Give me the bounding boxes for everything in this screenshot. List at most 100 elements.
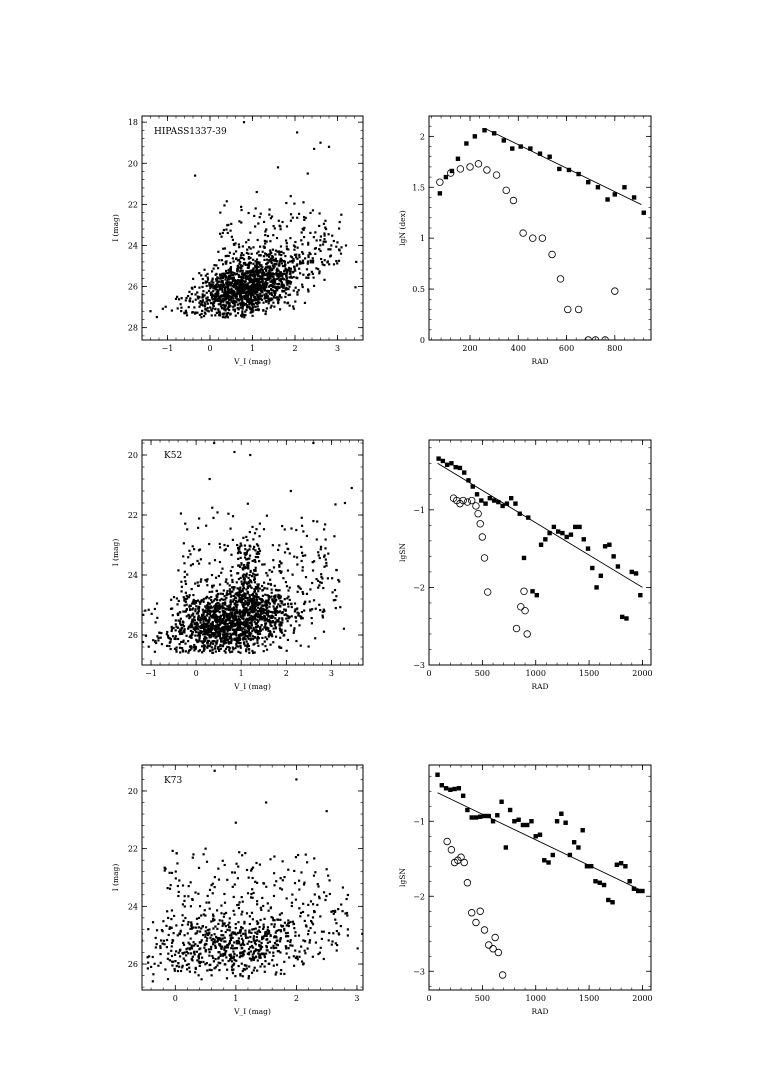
star-point <box>262 309 265 312</box>
star-point <box>182 621 185 624</box>
star-point <box>206 646 209 649</box>
star-point <box>227 923 230 927</box>
star-point <box>301 252 305 255</box>
star-point <box>327 233 330 236</box>
star-point <box>258 617 261 620</box>
filled-square-point <box>641 210 646 215</box>
star-point <box>278 279 281 282</box>
star-point <box>246 549 249 552</box>
star-point <box>268 292 272 295</box>
star-point <box>247 940 251 943</box>
star-point <box>246 608 249 612</box>
star-point <box>191 608 194 611</box>
star-point <box>262 937 265 940</box>
star-point <box>213 967 216 970</box>
star-point <box>192 593 195 597</box>
star-point <box>224 647 228 651</box>
star-point <box>174 623 177 626</box>
star-point <box>248 554 252 557</box>
star-point <box>185 597 189 600</box>
star-point <box>202 613 205 617</box>
star-point <box>257 929 261 932</box>
star-point <box>336 262 339 265</box>
filled-square-point <box>464 141 469 146</box>
star-point <box>280 262 283 265</box>
star-point <box>174 629 177 632</box>
star-point <box>224 304 228 307</box>
star-point <box>249 605 252 608</box>
star-point <box>280 628 283 631</box>
star-point <box>326 260 329 263</box>
star-point <box>263 934 266 938</box>
star-point <box>289 282 292 285</box>
star-point <box>312 276 315 279</box>
star-point <box>267 627 270 630</box>
star-point <box>271 256 275 259</box>
star-point <box>232 252 236 255</box>
star-point <box>239 576 242 579</box>
star-point <box>226 589 229 593</box>
star-point <box>257 222 260 225</box>
star-point <box>199 616 202 619</box>
star-point <box>210 296 214 299</box>
star-point <box>224 548 227 551</box>
star-point <box>248 544 251 547</box>
star-point <box>214 286 217 290</box>
star-point <box>223 610 227 614</box>
star-point <box>256 959 259 962</box>
star-point <box>186 528 189 531</box>
star-point <box>241 269 244 272</box>
star-point <box>179 628 182 631</box>
star-point <box>211 648 214 651</box>
star-point <box>273 293 277 296</box>
star-point <box>159 952 162 956</box>
star-point <box>205 300 208 303</box>
star-point <box>254 949 257 953</box>
star-point <box>284 580 288 584</box>
star-point <box>188 635 191 638</box>
filled-square-point <box>631 195 637 200</box>
star-point <box>289 489 292 493</box>
star-point <box>265 263 268 266</box>
star-point <box>263 587 266 590</box>
star-point <box>233 304 236 307</box>
star-point <box>270 304 273 307</box>
star-point <box>322 608 325 611</box>
star-point <box>144 609 147 612</box>
star-point <box>251 601 254 604</box>
filled-square-point <box>440 458 446 464</box>
star-point <box>235 959 238 962</box>
star-point <box>273 941 277 945</box>
star-point <box>211 616 214 619</box>
star-point <box>249 610 252 613</box>
star-point <box>257 288 260 291</box>
star-point <box>193 953 196 956</box>
star-point <box>227 275 231 278</box>
star-point <box>247 282 250 285</box>
star-point <box>257 308 260 311</box>
star-point <box>261 601 264 604</box>
star-point <box>297 934 301 937</box>
star-point <box>250 288 253 292</box>
star-point <box>271 279 275 282</box>
star-point <box>211 506 214 509</box>
star-point <box>291 920 295 923</box>
star-point <box>248 613 251 617</box>
star-point <box>285 617 288 620</box>
star-point <box>185 615 188 618</box>
star-point <box>330 244 333 247</box>
star-point <box>232 617 235 620</box>
star-point <box>248 617 251 620</box>
star-point <box>229 276 232 279</box>
star-point <box>236 603 239 607</box>
star-point <box>228 288 232 291</box>
star-point <box>252 262 255 265</box>
star-point <box>272 234 275 237</box>
star-point <box>219 938 222 941</box>
star-point <box>199 952 202 955</box>
star-point <box>233 638 236 641</box>
star-point <box>200 645 204 648</box>
star-point <box>217 951 220 954</box>
star-point <box>189 927 192 930</box>
star-point <box>177 637 180 641</box>
